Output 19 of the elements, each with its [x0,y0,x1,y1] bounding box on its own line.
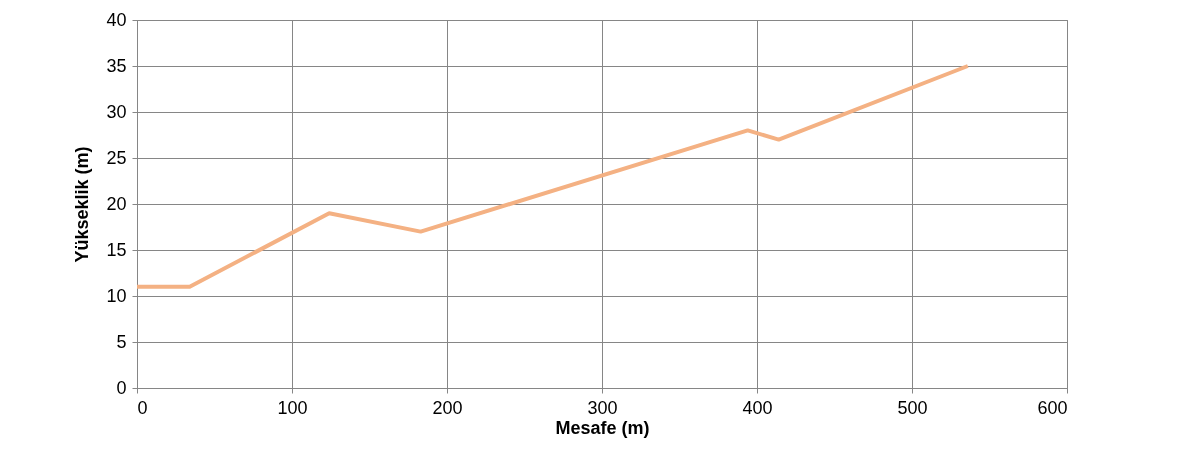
y-tick-label: 30 [106,101,127,122]
y-tick-label: 40 [106,9,127,30]
y-tick-label: 5 [116,331,127,352]
x-tick-label: 500 [897,397,928,418]
y-tick-label: 25 [106,147,127,168]
x-tick-label: 100 [277,397,308,418]
y-tick-label: 10 [106,285,127,306]
x-tick-label: 400 [742,397,773,418]
x-tick-label: 0 [137,397,148,418]
y-tick-label: 35 [106,55,127,76]
y-tick-label: 20 [106,193,127,214]
y-tick-label: 0 [116,377,127,398]
x-tick-label: 200 [432,397,463,418]
y-axis-title: Yükseklik (m) [72,146,93,263]
line-series [137,64,970,289]
x-tick-label: 300 [587,397,618,418]
x-tick-label: 600 [1037,397,1068,418]
y-tick-label: 15 [106,239,127,260]
x-axis-title: Mesafe (m) [555,417,650,438]
